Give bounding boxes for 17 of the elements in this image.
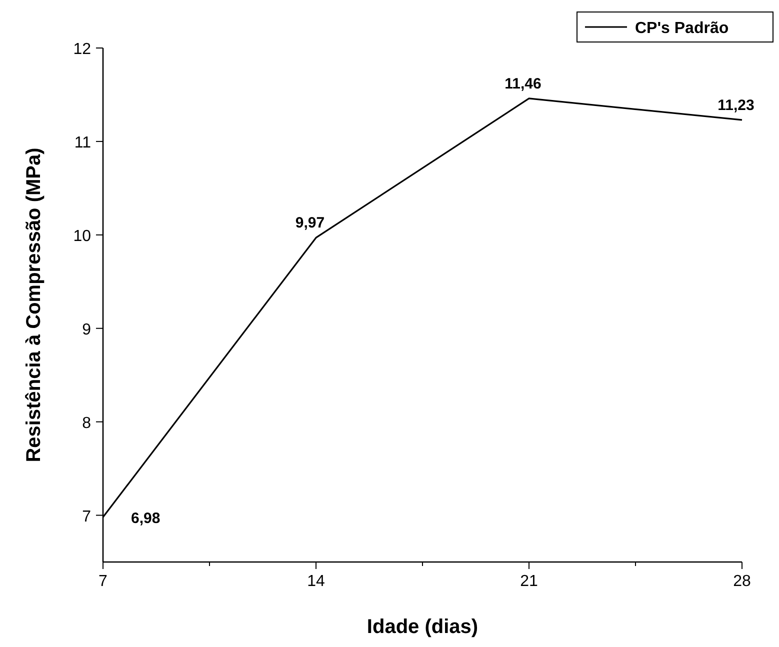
data-label: 9,97 [295,214,325,232]
x-tick-label: 28 [733,573,751,590]
y-tick-label: 12 [73,41,92,58]
y-tick-label: 7 [82,508,92,526]
data-label: 11,46 [504,75,542,92]
y-tick-label: 9 [82,321,92,338]
x-axis-title: Idade (dias) [366,616,478,638]
data-label: 11,23 [718,96,754,114]
y-tick-label: 8 [82,414,92,432]
y-axis-title: Resistência à Compressão (MPa) [23,148,45,462]
data-label: 6,98 [131,510,160,528]
legend-label: CP's Padrão [635,20,729,37]
y-tick-label: 11 [74,134,92,152]
x-tick-label: 7 [98,573,108,590]
x-tick-label: 14 [307,573,325,590]
y-tick-label: 10 [73,228,92,245]
x-tick-label: 21 [520,573,538,590]
